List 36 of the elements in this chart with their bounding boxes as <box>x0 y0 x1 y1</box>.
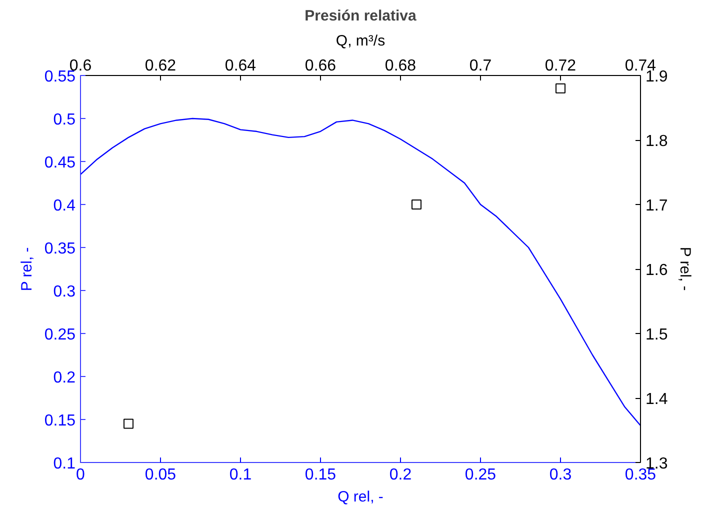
y-tick-label: 0.45 <box>44 154 76 172</box>
line-series <box>80 118 640 426</box>
y-tick-label: 0.35 <box>44 240 76 258</box>
y2-tick-label: 1.4 <box>646 391 668 408</box>
x2-axis-title: Q, m³/s <box>336 32 386 50</box>
x-tick-label: 0.05 <box>144 466 176 484</box>
y-tick-label: 0.5 <box>53 112 76 128</box>
y-axis-title: P rel, - <box>18 247 36 292</box>
y2-tick-label: 1.6 <box>646 262 668 279</box>
x2-tick-label: 0.64 <box>224 58 256 74</box>
x-axis-title: Q rel, - <box>338 488 384 506</box>
y-tick-label: 0.4 <box>53 198 76 214</box>
y-tick-label: 0.25 <box>44 326 76 344</box>
x-tick-label: 0.3 <box>549 466 572 484</box>
y-tick-label: 0.15 <box>44 412 76 430</box>
y2-tick-label: 1.7 <box>646 198 668 214</box>
x2-tick-label: 0.72 <box>544 58 576 74</box>
point <box>556 83 566 94</box>
point <box>412 200 422 210</box>
x-tick-label: 0 <box>76 466 86 484</box>
x-tick-label: 0.15 <box>304 466 336 484</box>
x2-tick-label: 0.7 <box>469 58 492 74</box>
chart-title: Presión relativa <box>304 8 418 24</box>
y-tick-label: 0.2 <box>53 370 76 386</box>
x-tick-label: 0.25 <box>464 466 496 484</box>
x2-tick-label: 0.68 <box>384 58 416 74</box>
x2-tick-label: 0.62 <box>144 58 176 74</box>
x-tick-label: 0.1 <box>229 466 252 484</box>
x-tick-label: 0.2 <box>389 466 412 484</box>
y-tick-label: 0.3 <box>53 284 76 300</box>
y2-tick-label: 1.5 <box>646 326 668 344</box>
point <box>124 418 134 429</box>
x2-tick-label: 0.66 <box>304 58 336 74</box>
y-tick-label: 0.1 <box>53 456 76 472</box>
y2-tick-label: 1.8 <box>646 133 668 150</box>
y2-axis-title: P rel, - <box>676 246 694 291</box>
